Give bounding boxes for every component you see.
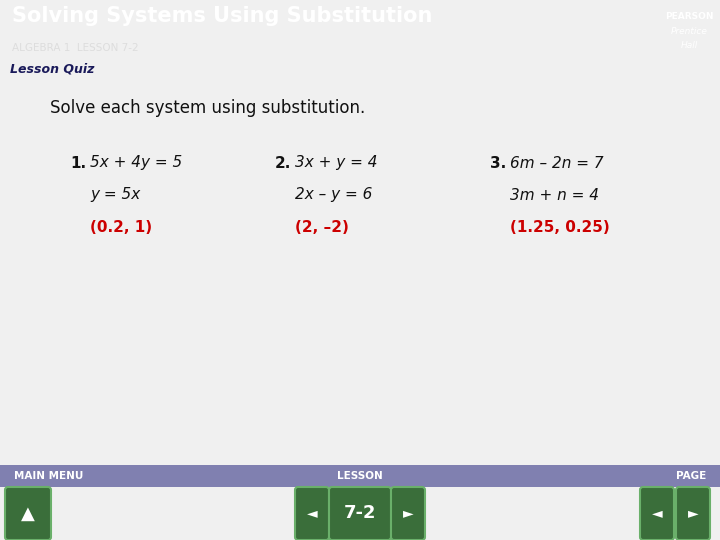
- Text: PEARSON: PEARSON: [665, 12, 714, 21]
- Text: ▲: ▲: [21, 504, 35, 523]
- Text: ►: ►: [688, 507, 698, 521]
- Text: Prentice: Prentice: [670, 28, 708, 36]
- Text: ►: ►: [402, 507, 413, 521]
- FancyBboxPatch shape: [295, 487, 329, 540]
- Text: PAGE: PAGE: [676, 471, 706, 481]
- Text: ◄: ◄: [652, 507, 662, 521]
- Text: 6m – 2n = 7: 6m – 2n = 7: [510, 156, 603, 171]
- Text: 2x – y = 6: 2x – y = 6: [295, 187, 372, 202]
- Text: 7-2: 7-2: [343, 504, 377, 523]
- Text: ◄: ◄: [307, 507, 318, 521]
- Text: 5x + 4y = 5: 5x + 4y = 5: [90, 156, 182, 171]
- Text: 3x + y = 4: 3x + y = 4: [295, 156, 377, 171]
- Bar: [0, 465, 720, 487]
- Text: y = 5x: y = 5x: [90, 187, 140, 202]
- Text: 2.: 2.: [275, 156, 292, 171]
- Text: Solve each system using substitution.: Solve each system using substitution.: [50, 99, 365, 117]
- Text: Lesson Quiz: Lesson Quiz: [10, 63, 94, 76]
- Text: (0.2, 1): (0.2, 1): [90, 219, 152, 234]
- FancyBboxPatch shape: [391, 487, 425, 540]
- Text: LESSON: LESSON: [337, 471, 383, 481]
- Text: (1.25, 0.25): (1.25, 0.25): [510, 219, 610, 234]
- Text: Hall: Hall: [680, 40, 698, 50]
- FancyBboxPatch shape: [640, 487, 674, 540]
- FancyBboxPatch shape: [676, 487, 710, 540]
- Text: 1.: 1.: [70, 156, 86, 171]
- Text: Solving Systems Using Substitution: Solving Systems Using Substitution: [12, 6, 433, 26]
- Text: 3m + n = 4: 3m + n = 4: [510, 187, 599, 202]
- Text: MAIN MENU: MAIN MENU: [14, 471, 84, 481]
- Text: ALGEBRA 1  LESSON 7-2: ALGEBRA 1 LESSON 7-2: [12, 43, 139, 53]
- Text: 3.: 3.: [490, 156, 506, 171]
- FancyBboxPatch shape: [329, 487, 391, 540]
- FancyBboxPatch shape: [5, 487, 51, 540]
- Text: (2, –2): (2, –2): [295, 219, 349, 234]
